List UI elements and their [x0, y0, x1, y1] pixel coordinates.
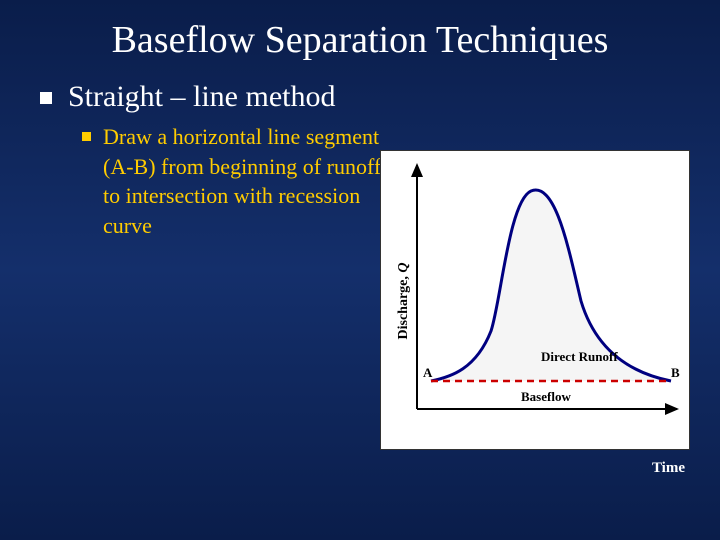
chart-box: Discharge, Q Direct Runoff Baseflow A B — [380, 150, 690, 450]
bullet-2: Draw a horizontal line segment (A-B) fro… — [82, 122, 402, 241]
bullet-1-text: Straight – line method — [68, 80, 335, 114]
svg-text:A: A — [423, 365, 433, 380]
svg-text:B: B — [671, 365, 680, 380]
bullet-square-icon — [82, 132, 91, 141]
bullet-1: Straight – line method — [40, 80, 690, 114]
hydrograph-chart: Discharge, Q Direct Runoff Baseflow A B — [381, 151, 691, 451]
svg-text:Direct Runoff: Direct Runoff — [541, 349, 618, 364]
svg-text:Baseflow: Baseflow — [521, 389, 571, 404]
slide-title: Baseflow Separation Techniques — [0, 0, 720, 70]
x-axis-label: Time — [652, 460, 685, 477]
bullet-square-icon — [40, 92, 52, 104]
svg-text:Discharge, Q: Discharge, Q — [396, 262, 411, 339]
bullet-2-text: Draw a horizontal line segment (A-B) fro… — [103, 122, 402, 241]
chart-container: Discharge, Q Direct Runoff Baseflow A B Time — [380, 150, 690, 490]
